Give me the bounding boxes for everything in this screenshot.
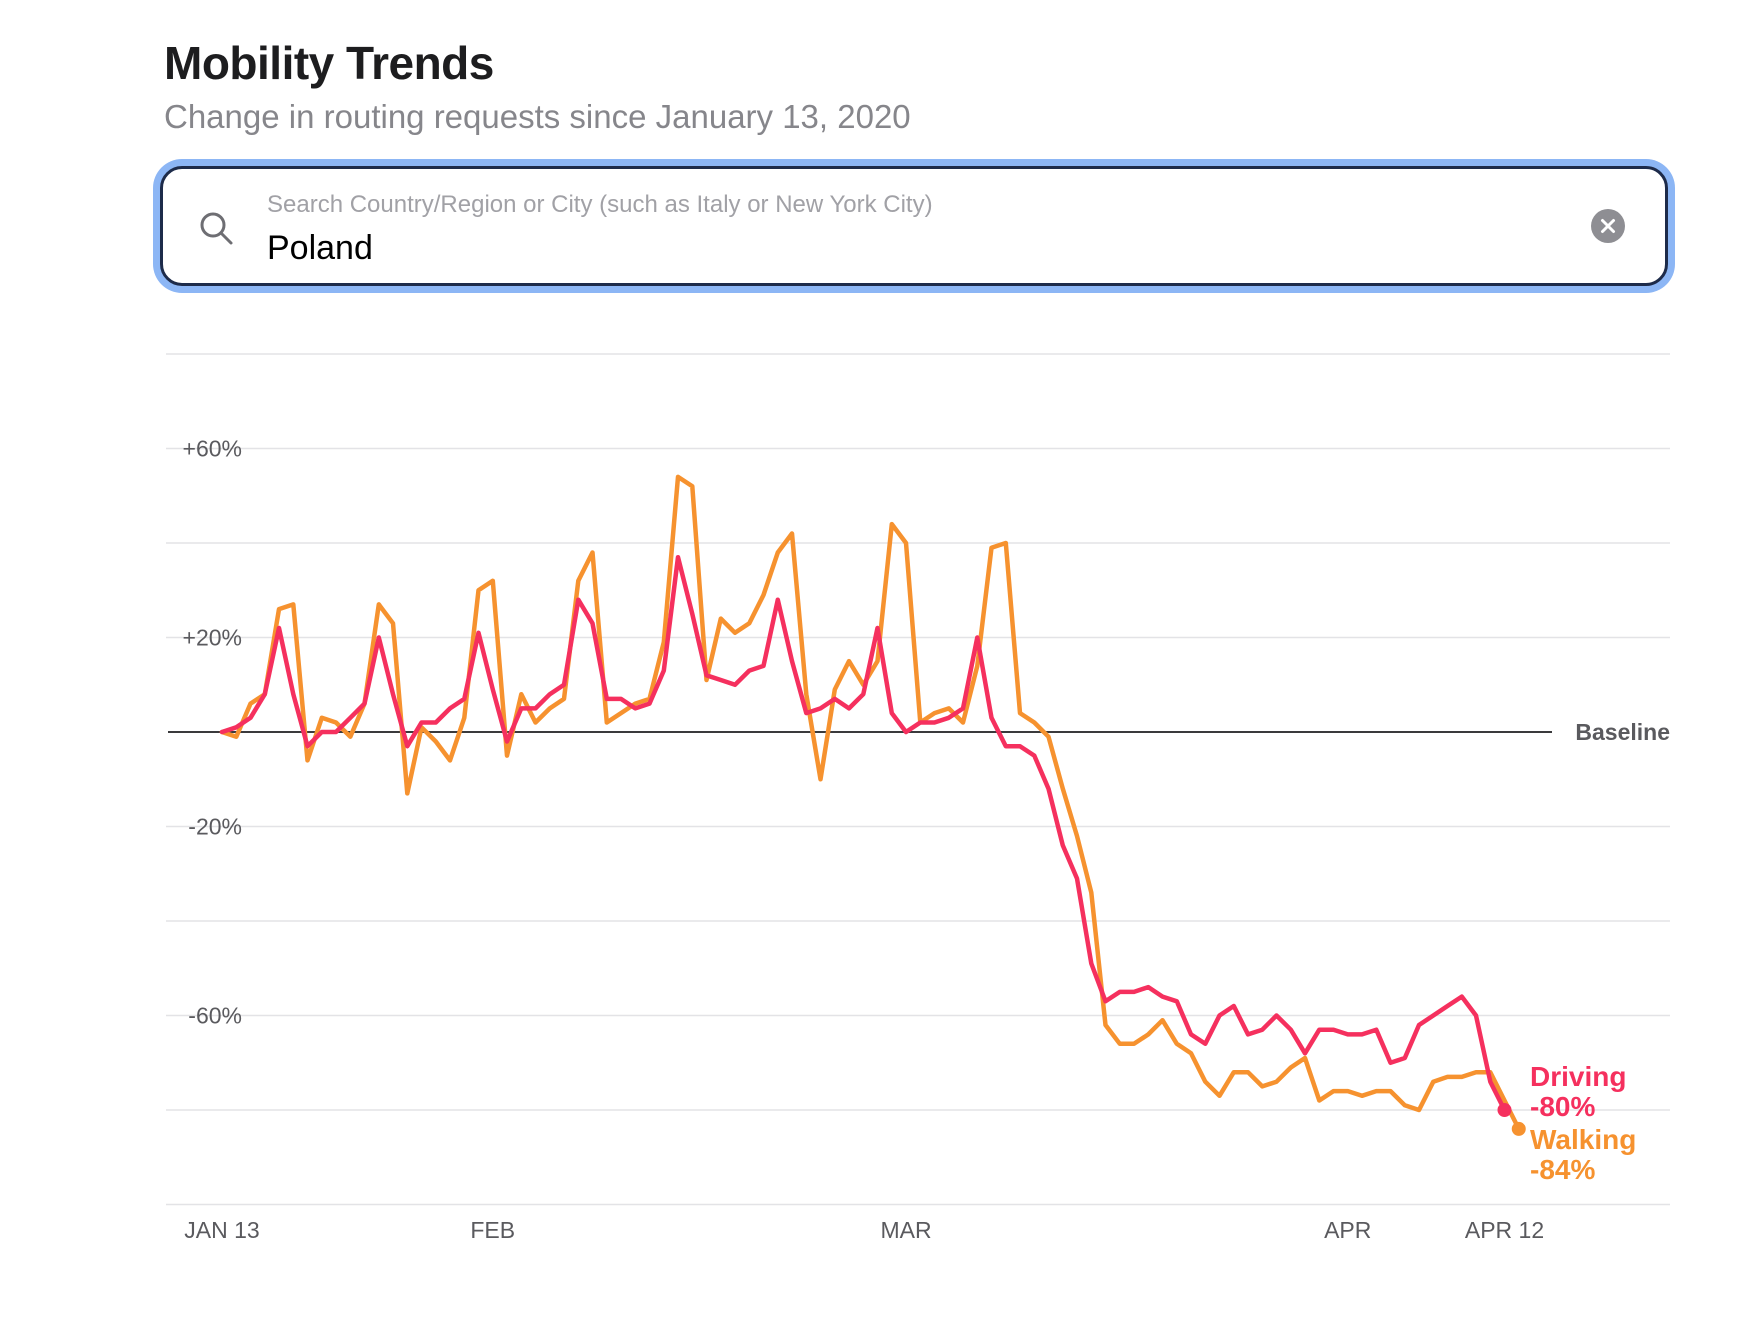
search-icon xyxy=(197,209,237,249)
search-box[interactable]: Search Country/Region or City (such as I… xyxy=(160,166,1668,286)
series-line-walking xyxy=(219,474,1522,1132)
series-end-value: -84% xyxy=(1530,1154,1595,1185)
x-tick-label: FEB xyxy=(470,1217,515,1243)
x-tick-label: JAN 13 xyxy=(184,1217,259,1243)
x-tick-label: MAR xyxy=(880,1217,931,1243)
page-subtitle: Change in routing requests since January… xyxy=(164,98,911,135)
y-tick-label: +20% xyxy=(183,625,242,651)
series-name-label: Driving xyxy=(1530,1061,1626,1092)
y-tick-label: +60% xyxy=(183,436,242,462)
series-name-label: Walking xyxy=(1530,1124,1636,1155)
series-line-driving xyxy=(219,554,1507,1113)
series-end-value: -80% xyxy=(1530,1091,1595,1122)
x-tick-label: APR 12 xyxy=(1465,1217,1544,1243)
search-placeholder: Search Country/Region or City (such as I… xyxy=(267,191,933,218)
y-tick-label: -20% xyxy=(188,814,242,840)
close-circle-icon[interactable] xyxy=(1591,209,1625,243)
x-tick-label: APR xyxy=(1324,1217,1371,1243)
series-endpoint-driving xyxy=(1497,1103,1512,1117)
search-input[interactable] xyxy=(267,229,1467,268)
series-endpoint-walking xyxy=(1511,1121,1526,1136)
y-tick-label: -60% xyxy=(188,1003,242,1029)
baseline-label: Baseline xyxy=(1575,719,1670,745)
page-title: Mobility Trends xyxy=(164,37,494,89)
